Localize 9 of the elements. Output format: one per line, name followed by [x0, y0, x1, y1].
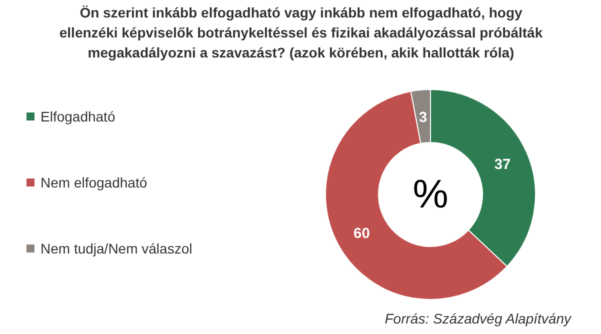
- legend-label: Nem elfogadható: [40, 174, 148, 190]
- data-label: 37: [494, 156, 511, 173]
- data-label: 3: [419, 110, 428, 126]
- chart-title: Ön szerint inkább elfogadható vagy inkább nem elfogadható, hogy ellenzéki képviselők botránykeltéssel és fizikai akadályozással próbálták megakadályozni a szavazást? (azok körében, akik hallották róla): [59, 4, 543, 60]
- legend-label: Elfogadható: [40, 108, 116, 124]
- text: Forrás: Századvég Alapítvány: [384, 310, 572, 326]
- legend-label: Nem tudja/Nem válaszol: [40, 240, 192, 256]
- text: %: [412, 172, 448, 216]
- data-label: 60: [354, 226, 370, 242]
